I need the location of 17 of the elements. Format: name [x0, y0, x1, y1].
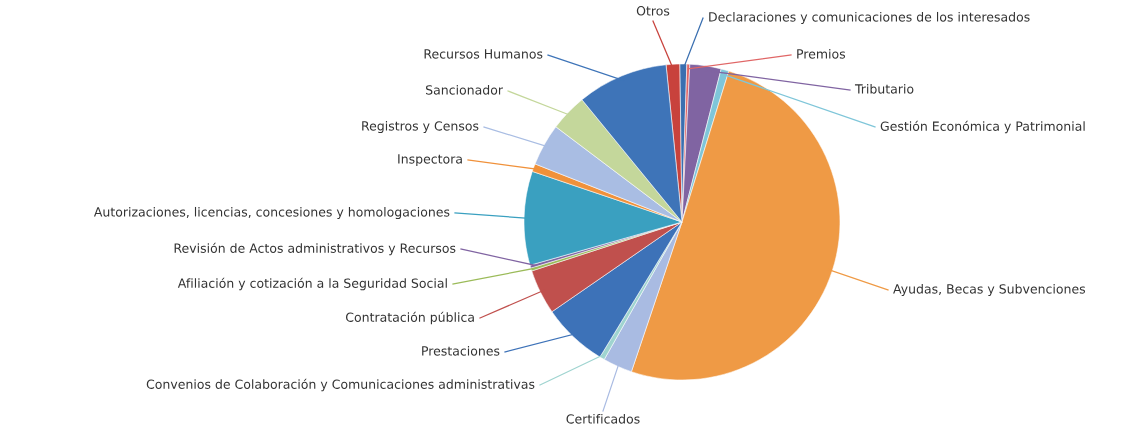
slice-label: Convenios de Colaboración y Comunicaciones administrativas	[146, 378, 535, 392]
slice-label: Gestión Económica y Patrimonial	[880, 120, 1085, 134]
slice-label: Recursos Humanos	[424, 49, 543, 59]
slice-label: Revisión de Actos administrativos y Recursos	[174, 242, 456, 256]
slice-label: Sancionador	[426, 84, 503, 95]
slice-label: Certificados	[566, 413, 640, 424]
slice-label: Premios	[797, 48, 846, 59]
slice-label: Registros y Censos	[362, 120, 479, 134]
slice-label: Prestaciones	[422, 345, 500, 356]
slice-label: Contratación pública	[345, 311, 474, 325]
slice-label: Tributario	[854, 83, 914, 94]
slice-label: Otros	[636, 6, 670, 16]
slice-label: Ayudas, Becas y Subvenciones	[893, 283, 1086, 297]
slice-label: Afiliación y cotización a la Seguridad Social	[177, 277, 447, 291]
slice-label: Declaraciones y comunicaciones de los interesados	[709, 11, 1030, 25]
slice-label: Inspectora	[398, 154, 462, 167]
slice-label: Autorizaciones, licencias, concesiones y homologaciones	[93, 206, 450, 220]
